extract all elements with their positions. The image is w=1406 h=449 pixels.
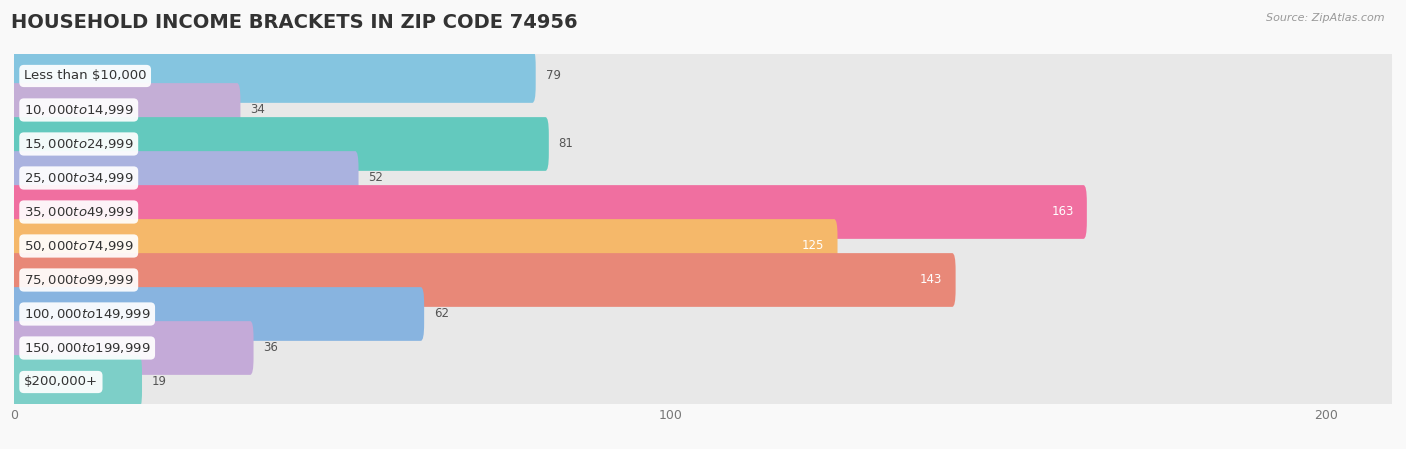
Text: $15,000 to $24,999: $15,000 to $24,999	[24, 137, 134, 151]
Text: Source: ZipAtlas.com: Source: ZipAtlas.com	[1267, 13, 1385, 23]
FancyBboxPatch shape	[11, 321, 1395, 375]
Text: $25,000 to $34,999: $25,000 to $34,999	[24, 171, 134, 185]
FancyBboxPatch shape	[14, 229, 1392, 264]
FancyBboxPatch shape	[11, 253, 956, 307]
FancyBboxPatch shape	[11, 151, 1395, 205]
Text: $150,000 to $199,999: $150,000 to $199,999	[24, 341, 150, 355]
FancyBboxPatch shape	[14, 58, 1392, 93]
FancyBboxPatch shape	[11, 219, 1395, 273]
FancyBboxPatch shape	[11, 287, 425, 341]
FancyBboxPatch shape	[11, 49, 536, 103]
Text: HOUSEHOLD INCOME BRACKETS IN ZIP CODE 74956: HOUSEHOLD INCOME BRACKETS IN ZIP CODE 74…	[11, 13, 578, 32]
FancyBboxPatch shape	[11, 287, 1395, 341]
FancyBboxPatch shape	[11, 83, 1395, 137]
Text: $10,000 to $14,999: $10,000 to $14,999	[24, 103, 134, 117]
Text: $200,000+: $200,000+	[24, 375, 98, 388]
FancyBboxPatch shape	[11, 355, 142, 409]
Text: $50,000 to $74,999: $50,000 to $74,999	[24, 239, 134, 253]
Text: 143: 143	[920, 273, 942, 286]
FancyBboxPatch shape	[14, 296, 1392, 331]
Text: 125: 125	[801, 239, 824, 252]
FancyBboxPatch shape	[11, 117, 548, 171]
FancyBboxPatch shape	[11, 321, 253, 375]
FancyBboxPatch shape	[11, 151, 359, 205]
Text: Less than $10,000: Less than $10,000	[24, 70, 146, 83]
Text: $35,000 to $49,999: $35,000 to $49,999	[24, 205, 134, 219]
FancyBboxPatch shape	[14, 160, 1392, 195]
Text: 34: 34	[250, 103, 266, 116]
FancyBboxPatch shape	[11, 117, 1395, 171]
FancyBboxPatch shape	[11, 253, 1395, 307]
FancyBboxPatch shape	[11, 185, 1087, 239]
Text: 62: 62	[434, 308, 449, 321]
FancyBboxPatch shape	[14, 127, 1392, 162]
FancyBboxPatch shape	[11, 83, 240, 137]
Text: 19: 19	[152, 375, 167, 388]
FancyBboxPatch shape	[14, 263, 1392, 298]
Text: 163: 163	[1052, 206, 1074, 219]
FancyBboxPatch shape	[14, 194, 1392, 229]
FancyBboxPatch shape	[11, 49, 1395, 103]
FancyBboxPatch shape	[11, 185, 1395, 239]
FancyBboxPatch shape	[14, 92, 1392, 128]
Text: $75,000 to $99,999: $75,000 to $99,999	[24, 273, 134, 287]
FancyBboxPatch shape	[14, 365, 1392, 400]
FancyBboxPatch shape	[11, 355, 1395, 409]
Text: 81: 81	[558, 137, 574, 150]
Text: $100,000 to $149,999: $100,000 to $149,999	[24, 307, 150, 321]
Text: 52: 52	[368, 172, 384, 185]
FancyBboxPatch shape	[14, 330, 1392, 365]
Text: 79: 79	[546, 70, 561, 83]
FancyBboxPatch shape	[11, 219, 838, 273]
Text: 36: 36	[263, 342, 278, 355]
